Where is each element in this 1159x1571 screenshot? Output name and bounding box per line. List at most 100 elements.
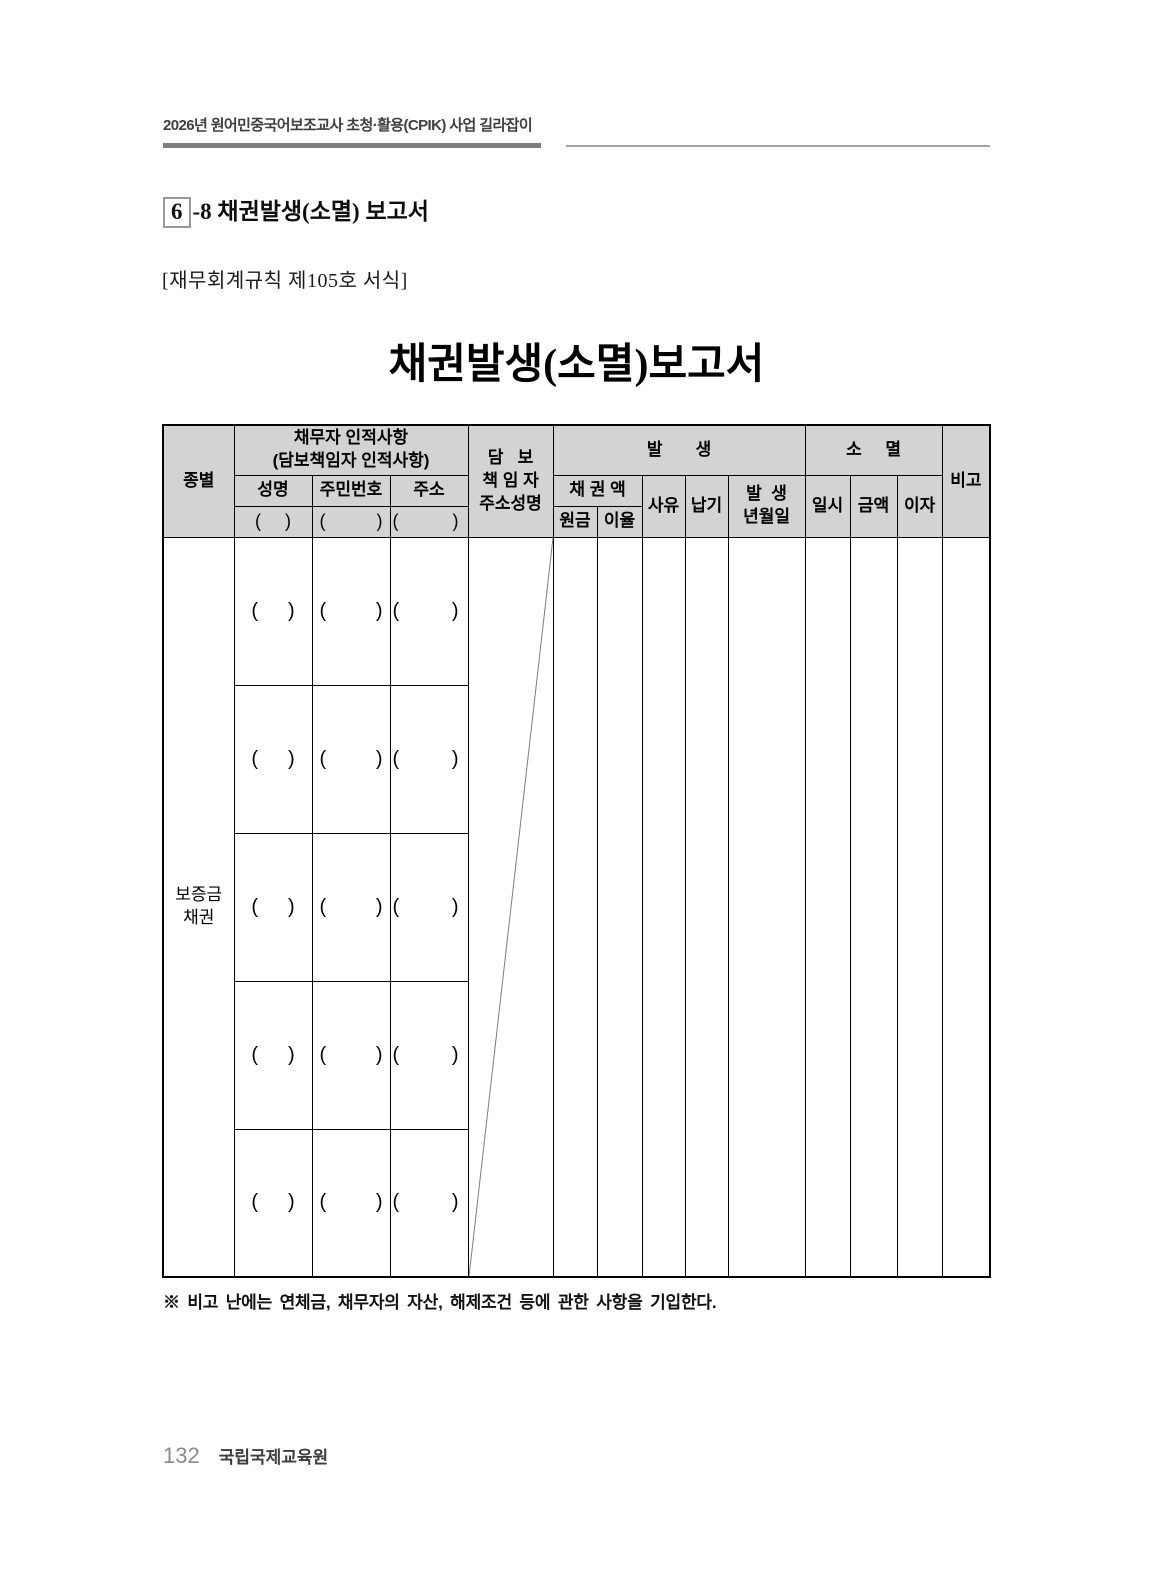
- table-body-row-2: () () (): [163, 684, 990, 834]
- paren-open: (: [319, 747, 327, 770]
- cell-amount-empty: [849, 536, 898, 1278]
- paren-open: (: [319, 1191, 327, 1214]
- paren-open: (: [251, 1043, 258, 1066]
- cell-interest-empty: [896, 536, 943, 1278]
- table-header-row-1: 종별 채무자 인적사항 (담보책임자 인적사항) 담 보 책 임 자 주소성명 …: [162, 424, 991, 538]
- cell-address-paren: (): [389, 980, 469, 1130]
- header-rule-thick: [163, 143, 541, 148]
- page-footer: 132 국립국제교육원: [163, 1443, 328, 1469]
- col-header-interest: 이자: [896, 474, 943, 538]
- col-header-interest-rate: 이율: [596, 505, 643, 538]
- table-header-row-3: () () () 원금 이율: [163, 505, 990, 538]
- paren-open: (: [251, 1191, 258, 1214]
- table-body-row-1: 보증금 채권 () () (): [162, 536, 991, 1278]
- guarantor-line1: 담 보: [487, 447, 534, 467]
- debtor-info-line2: (담보책임자 인적사항): [272, 451, 430, 471]
- occur-date-line2: 년월일: [743, 507, 790, 526]
- paren-close: ): [451, 895, 459, 918]
- col-header-bond-amount: 채 권 액: [552, 474, 643, 507]
- col-header-debtor-info: 채무자 인적사항 (담보책임자 인적사항): [233, 424, 469, 476]
- paren-close: ): [451, 1191, 459, 1214]
- cell-reason-empty: [641, 536, 686, 1278]
- paren-open: (: [319, 895, 327, 918]
- paren-close: ): [375, 599, 383, 622]
- paren-close: ): [375, 895, 383, 918]
- paren-open: (: [392, 1043, 400, 1066]
- table-header-row-2: 성명 주민번호 주소 채 권 액 사유 납기 발 생 년월일 일시 금액 이자: [163, 474, 990, 538]
- paren-close: ): [376, 511, 383, 532]
- col-header-category: 종별: [162, 424, 235, 538]
- paren-close: ): [451, 1043, 459, 1066]
- cell-guarantor-diagonal: [467, 536, 554, 1278]
- cell-resident-paren: (): [311, 832, 391, 982]
- footnote: ※ 비고 난에는 연체금, 채무자의 자산, 해제조건 등에 관한 사항을 기입…: [163, 1293, 717, 1312]
- cell-resident-paren: (): [311, 1128, 391, 1278]
- paren-close: ): [288, 747, 295, 770]
- paren-open: (: [392, 747, 400, 770]
- guarantor-line2: 책 임 자: [482, 470, 539, 490]
- col-header-resident-no: 주민번호: [311, 474, 391, 507]
- col-header-datetime: 일시: [804, 474, 851, 538]
- cell-occur-date-empty: [727, 536, 806, 1278]
- paren-close: ): [288, 1043, 295, 1066]
- cell-address-paren: (): [389, 536, 469, 686]
- col-header-extinction: 소 멸: [804, 424, 943, 476]
- paren-close: ): [288, 895, 295, 918]
- paren-close: ): [375, 1043, 383, 1066]
- paren-close: ): [288, 599, 295, 622]
- bond-report-table: 종별 채무자 인적사항 (담보책임자 인적사항) 담 보 책 임 자 주소성명 …: [162, 424, 992, 1278]
- form-reference: [재무회계규칙 제105호 서식]: [162, 270, 408, 292]
- section-heading-text: -8 채권발생(소멸) 보고서: [192, 199, 429, 224]
- paren-open: (: [251, 747, 258, 770]
- diagonal-line: [469, 538, 553, 1277]
- paren-close: ): [451, 599, 459, 622]
- paren-open: (: [251, 599, 258, 622]
- col-header-guarantor: 담 보 책 임 자 주소성명: [467, 424, 554, 538]
- paren-open: (: [392, 1191, 400, 1214]
- paren-open: (: [319, 599, 327, 622]
- cell-resident-paren: (): [311, 536, 391, 686]
- paren-open: (: [319, 1043, 327, 1066]
- paren-close: ): [285, 511, 291, 532]
- col-header-remarks: 비고: [941, 424, 991, 538]
- cell-name-paren: (): [233, 684, 313, 834]
- cell-datetime-empty: [804, 536, 851, 1278]
- col-header-amount: 금액: [849, 474, 898, 538]
- header-rule-thin: [566, 145, 990, 147]
- cell-address-paren: (): [389, 1128, 469, 1278]
- col-header-reason: 사유: [641, 474, 686, 538]
- page-number: 132: [163, 1443, 200, 1468]
- paren-open: (: [392, 511, 399, 532]
- paren-open: (: [392, 599, 400, 622]
- organization-name: 국립국제교육원: [218, 1448, 329, 1467]
- col-header-occurrence: 발 생: [552, 424, 806, 476]
- guarantor-line3: 주소성명: [479, 493, 542, 513]
- header-cell-name-paren: (): [233, 505, 313, 538]
- paren-open: (: [255, 511, 261, 532]
- header-cell-resident-paren: (): [311, 505, 391, 538]
- cell-address-paren: (): [389, 684, 469, 834]
- col-header-occur-date: 발 생 년월일: [727, 474, 806, 538]
- paren-close: ): [375, 1191, 383, 1214]
- col-header-principal: 원금: [552, 505, 598, 538]
- cell-name-paren: (): [233, 980, 313, 1130]
- paren-open: (: [319, 511, 326, 532]
- doc-header-title: 2026년 원어민중국어보조교사 초청·활용(CPIK) 사업 길라잡이: [163, 117, 533, 134]
- cell-remarks-empty: [941, 536, 991, 1278]
- paren-close: ): [288, 1191, 295, 1214]
- cell-name-paren: (): [233, 1128, 313, 1278]
- cell-resident-paren: (): [311, 980, 391, 1130]
- col-header-name: 성명: [233, 474, 313, 507]
- paren-close: ): [451, 747, 459, 770]
- paren-close: ): [375, 747, 383, 770]
- debtor-info-line1: 채무자 인적사항: [293, 428, 409, 448]
- cell-interest-rate-empty: [596, 536, 643, 1278]
- cell-principal-empty: [552, 536, 598, 1278]
- section-heading: 6 -8 채권발생(소멸) 보고서: [163, 192, 429, 229]
- occur-date-line1: 발 생: [746, 484, 787, 504]
- cell-name-paren: (): [233, 536, 313, 686]
- table-body-row-5: () () (): [163, 1128, 990, 1278]
- table-body-row-3: () () (): [163, 832, 990, 982]
- form-title: 채권발생(소멸)보고서: [388, 342, 765, 388]
